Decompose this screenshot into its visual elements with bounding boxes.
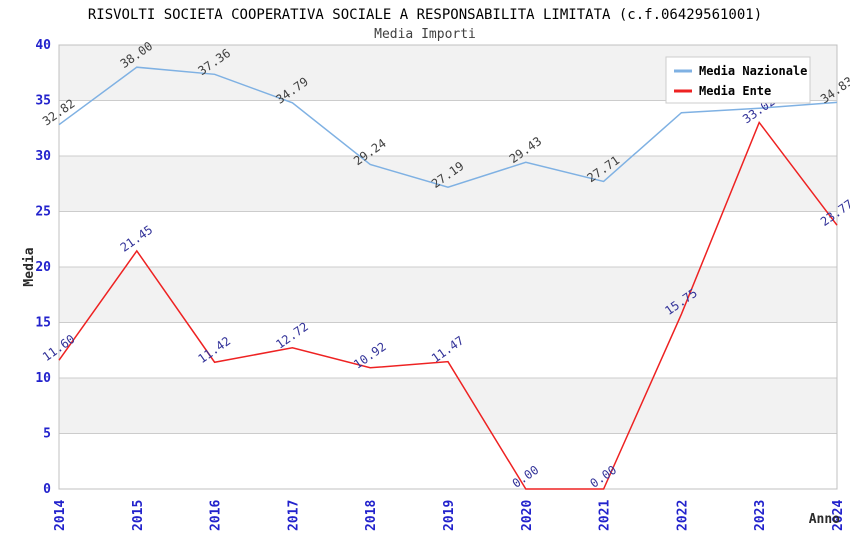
plot-band <box>59 100 837 156</box>
legend: Media Nazionale Media Ente <box>665 56 811 104</box>
y-tick-label: 30 <box>35 149 51 164</box>
x-tick-label: 2020 <box>520 500 535 531</box>
x-axis-ticks: 2014 2015 2016 2017 2018 2019 2020 2021 2022 2023… <box>53 500 846 531</box>
y-tick-label: 15 <box>35 316 51 331</box>
plot-band <box>59 211 837 267</box>
y-tick-label: 35 <box>35 94 51 109</box>
y-tick-label: 20 <box>35 260 51 275</box>
x-tick-label: 2016 <box>209 500 224 531</box>
plot-band <box>59 433 837 489</box>
plot-band <box>59 322 837 378</box>
x-tick-label: 2019 <box>442 500 457 531</box>
x-tick-label: 2021 <box>598 500 613 531</box>
x-tick-label: 2014 <box>53 500 68 531</box>
gridlines <box>59 44 837 434</box>
y-axis-title: Media <box>22 247 37 286</box>
legend-label-media-ente: Media Ente <box>699 84 771 98</box>
y-tick-label: 0 <box>43 482 51 497</box>
y-axis-ticks: 0 5 10 15 20 25 30 35 40 <box>35 38 51 497</box>
series-line-media-nazionale <box>58 66 838 188</box>
plot-area <box>58 44 838 490</box>
plot-border <box>58 44 838 490</box>
x-tick-label: 2022 <box>675 500 690 531</box>
y-tick-label: 25 <box>35 205 51 220</box>
x-tick-label: 2015 <box>131 500 146 531</box>
chart-title: RISVOLTI SOCIETA COOPERATIVA SOCIALE A R… <box>88 7 762 23</box>
x-tick-label: 2024 <box>831 500 846 531</box>
x-tick-label: 2018 <box>364 500 379 531</box>
x-tick-label: 2017 <box>286 500 301 531</box>
chart-subtitle: Media Importi <box>374 27 476 42</box>
legend-label-media-nazionale: Media Nazionale <box>699 64 807 78</box>
plot-band <box>59 378 837 434</box>
x-tick-label: 2023 <box>753 500 768 531</box>
legend-box <box>665 56 811 104</box>
plot-band <box>59 156 837 212</box>
plot-bands <box>59 45 837 489</box>
x-axis-title: Anno <box>809 512 840 527</box>
y-tick-label: 40 <box>35 38 51 53</box>
series-line-media-ente <box>58 120 838 490</box>
y-tick-label: 10 <box>35 371 51 386</box>
plot-band <box>59 267 837 323</box>
y-tick-label: 5 <box>43 427 51 442</box>
